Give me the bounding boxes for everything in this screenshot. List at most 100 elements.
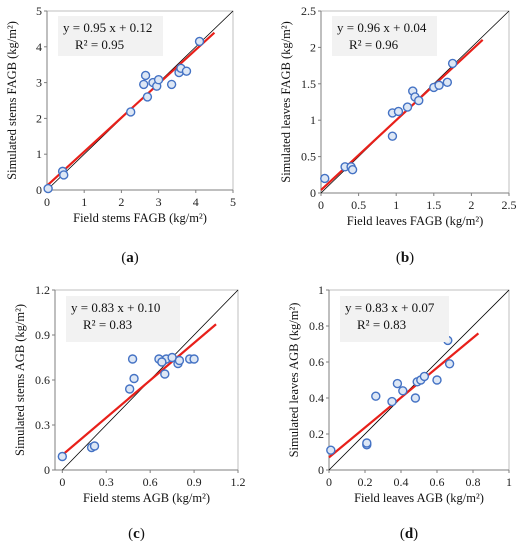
data-point <box>160 369 170 379</box>
y-axis-label: Simulated stems FAGB (kg/m²) <box>5 21 19 180</box>
y-tick-label: 1 <box>318 283 324 297</box>
x-tick-label: 5 <box>230 195 236 209</box>
annotation-box <box>340 296 449 342</box>
y-tick-label: 3 <box>36 76 42 90</box>
y-tick-label: 0 <box>318 463 324 477</box>
data-point <box>326 445 336 455</box>
panel-label: (c) <box>128 526 145 542</box>
data-point <box>347 165 358 175</box>
y-tick-label: 0.6 <box>309 355 324 369</box>
y-tick-label: 0 <box>36 183 42 197</box>
x-axis-label: Field stems FAGB (kg/m²) <box>73 211 207 225</box>
x-tick-label: 2.5 <box>502 198 517 212</box>
x-tick-label: 0 <box>59 475 65 489</box>
data-point <box>140 70 151 81</box>
panel-label-letter: b <box>401 250 409 266</box>
chart-panel-c: 0 0.3 0.6 0.9 1.2 0 0.3 0.6 0.9 1.2 y = 0.83 x + 0… <box>13 283 246 542</box>
data-point <box>444 359 455 369</box>
panel-label-paren: ) <box>409 250 414 266</box>
data-point <box>447 58 458 69</box>
annotation-box <box>66 296 180 342</box>
panel-label: (d) <box>400 526 418 542</box>
r-squared: R² = 0.96 <box>349 37 399 52</box>
data-point <box>362 438 372 448</box>
y-tick-label: 1 <box>310 113 316 127</box>
y-axis-label: Simulated leaves FAGB (kg/m²) <box>279 21 293 182</box>
data-point <box>142 92 153 102</box>
x-tick-label: 0 <box>44 195 50 209</box>
data-point <box>153 75 164 85</box>
r-squared: R² = 0.83 <box>83 317 132 332</box>
data-point <box>414 95 424 106</box>
y-tick-label: 2 <box>310 40 316 54</box>
panel-label: (b) <box>396 250 414 266</box>
data-point <box>194 36 205 47</box>
y-tick-label: 0.4 <box>309 391 324 405</box>
y-tick-label: 2 <box>36 111 42 125</box>
data-point <box>371 391 381 401</box>
y-tick-label: 0 <box>44 463 50 477</box>
panel-label: (a) <box>121 250 139 266</box>
data-point <box>57 451 68 462</box>
data-point <box>43 183 53 194</box>
data-point <box>442 77 453 88</box>
x-tick-label: 1 <box>506 475 512 489</box>
data-point <box>387 396 397 407</box>
x-tick-label: 1 <box>393 198 399 212</box>
fit-equation: y = 0.83 x + 0.10 <box>71 300 160 315</box>
data-point <box>387 131 398 141</box>
x-tick-label: 2 <box>118 195 124 209</box>
x-tick-label: 1.2 <box>231 475 246 489</box>
panel-label-paren: ( <box>121 250 126 266</box>
fit-equation: y = 0.96 x + 0.04 <box>337 20 427 35</box>
data-point <box>157 357 167 367</box>
data-point <box>189 354 199 364</box>
y-tick-label: 0.2 <box>309 427 324 441</box>
annotation-box <box>58 16 163 56</box>
data-point <box>139 79 149 90</box>
data-point <box>181 66 192 76</box>
y-tick-label: 0.3 <box>35 418 50 432</box>
x-tick-label: 3 <box>156 195 162 209</box>
chart-panel-d: 0 0.2 0.4 0.6 0.8 1 0 0.2 0.4 0.6 0.8 1 y = 0.83 x +… <box>287 283 512 542</box>
data-point <box>393 106 404 117</box>
y-axis-label: Simulated leaves AGB (kg/m²) <box>287 303 301 458</box>
y-tick-label: 2.5 <box>301 4 316 18</box>
data-point <box>402 102 413 112</box>
x-tick-label: 0.2 <box>358 475 373 489</box>
chart-panel-a: 0 1 2 3 4 5 0 1 2 3 4 5 y = 0.95 x + 0.12 R² = 0.95 Fi… <box>5 4 236 266</box>
data-point <box>124 384 135 394</box>
data-point <box>320 173 330 184</box>
data-point <box>392 378 403 389</box>
panel-label-letter: a <box>126 250 134 266</box>
panel-label-paren: ) <box>140 526 145 542</box>
panel-label-paren: ( <box>396 250 401 266</box>
data-point <box>410 393 421 403</box>
x-axis-label: Field leaves AGB (kg/m²) <box>354 491 484 505</box>
data-point <box>174 355 185 366</box>
data-point <box>125 107 136 117</box>
fit-line <box>61 323 217 456</box>
annotation-box <box>332 16 437 56</box>
y-tick-label: 1.5 <box>301 77 316 91</box>
x-tick-label: 0.5 <box>351 198 366 212</box>
y-axis-label: Simulated stems AGB (kg/m²) <box>13 304 27 456</box>
y-tick-label: 1 <box>36 147 42 161</box>
data-point <box>166 79 177 90</box>
y-tick-label: 0 <box>310 186 316 200</box>
fit-equation: y = 0.83 x + 0.07 <box>345 300 435 315</box>
y-tick-label: 0.9 <box>35 328 50 342</box>
data-point <box>127 354 138 364</box>
x-tick-label: 0.3 <box>99 475 114 489</box>
panel-label-paren: ) <box>134 250 139 266</box>
x-tick-label: 0.6 <box>430 475 445 489</box>
x-axis-label: Field leaves FAGB (kg/m²) <box>347 214 484 228</box>
y-tick-label: 4 <box>36 40 42 54</box>
x-tick-label: 0 <box>318 198 324 212</box>
y-tick-label: 1.2 <box>35 283 50 297</box>
y-tick-label: 0.5 <box>301 150 316 164</box>
x-tick-label: 2 <box>468 198 474 212</box>
panel-label-letter: d <box>405 526 414 542</box>
y-tick-label: 0.6 <box>35 373 50 387</box>
